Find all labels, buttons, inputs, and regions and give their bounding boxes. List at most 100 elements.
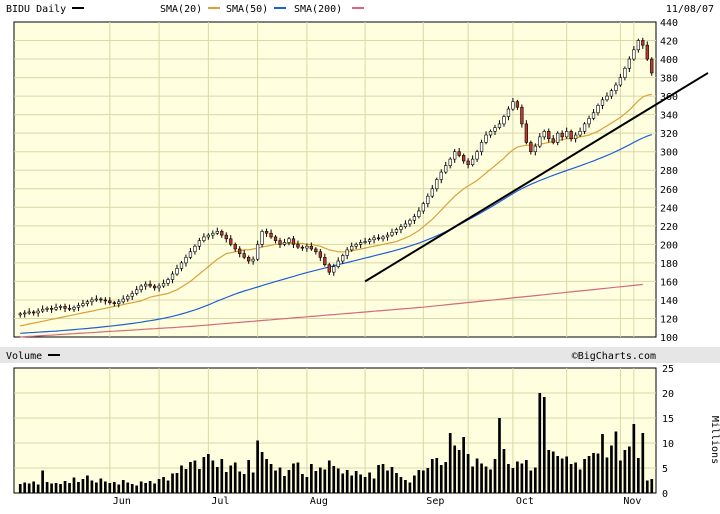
candle <box>600 97 605 110</box>
volume-bar <box>323 469 327 493</box>
candle <box>573 132 578 143</box>
volume-tick-label: 10 <box>662 439 674 450</box>
price-tick-label: 440 <box>660 18 678 29</box>
candle <box>363 237 367 245</box>
candle-body <box>385 234 390 238</box>
price-tick-label: 260 <box>660 185 678 196</box>
volume-bar <box>86 475 89 493</box>
volume-bar <box>139 481 143 493</box>
candle <box>238 246 242 258</box>
volume-bar <box>511 468 515 493</box>
candle <box>506 106 511 121</box>
volume-bar <box>162 477 165 493</box>
candle <box>533 143 537 156</box>
candle-body <box>641 40 645 46</box>
candle <box>255 240 260 262</box>
candle-body <box>90 299 94 303</box>
candle <box>341 253 345 264</box>
candle-body <box>72 307 76 310</box>
candle <box>58 304 63 311</box>
volume-bar <box>556 456 560 493</box>
candle-body <box>36 310 40 314</box>
candle <box>32 310 36 316</box>
candle <box>72 305 76 312</box>
volume-bar <box>224 472 228 493</box>
volume-bar <box>265 459 268 493</box>
candle-body <box>408 219 412 225</box>
volume-bar <box>601 434 604 493</box>
volume-bar <box>560 458 564 493</box>
volume-bar <box>426 468 430 493</box>
candle <box>551 135 555 145</box>
candle-body <box>426 195 430 204</box>
volume-bar <box>229 465 233 493</box>
candle <box>99 297 103 303</box>
candle <box>421 201 425 214</box>
volume-bar <box>363 477 367 493</box>
volume-bar <box>641 433 645 493</box>
candle-body <box>229 238 233 245</box>
volume-bar <box>592 453 595 493</box>
volume-bar <box>565 456 569 493</box>
candle <box>188 248 193 260</box>
candle <box>179 261 184 272</box>
candle <box>358 239 363 249</box>
candle-body <box>67 307 72 310</box>
candle-body <box>197 240 202 247</box>
volume-bar <box>41 470 44 493</box>
candle-body <box>417 210 421 217</box>
candle-body <box>632 49 636 60</box>
candle-body <box>336 260 340 267</box>
candle <box>345 247 349 260</box>
candle <box>112 300 116 307</box>
volume-bar <box>32 481 36 493</box>
candle-body <box>636 40 640 51</box>
candle-body <box>291 238 296 245</box>
sma20-line <box>20 93 652 327</box>
candle <box>251 256 255 265</box>
legend-sma200-label: SMA(200) <box>294 4 342 15</box>
candle-body <box>314 248 318 253</box>
candle <box>67 304 72 312</box>
volume-bar <box>135 485 139 493</box>
candle-body <box>381 236 385 240</box>
candle <box>547 128 551 143</box>
volume-bar <box>292 463 295 493</box>
candle <box>36 308 40 317</box>
candle <box>85 299 90 307</box>
volume-bar <box>547 450 551 493</box>
volume-bar <box>171 473 174 493</box>
volume-bar <box>462 437 465 493</box>
candle-body <box>242 253 246 258</box>
candle <box>408 218 412 227</box>
candle <box>27 308 31 315</box>
volume-bar <box>193 460 197 493</box>
volume-bar <box>215 467 219 493</box>
candle-body <box>538 136 542 147</box>
candle-body <box>139 285 143 291</box>
volume-bar <box>336 468 340 493</box>
volume-bar <box>493 459 497 493</box>
candle <box>609 88 614 99</box>
volume-bar <box>516 461 519 493</box>
candle <box>636 38 640 53</box>
volume-bar <box>587 456 591 493</box>
volume-bar <box>310 464 313 493</box>
volume-bar <box>59 484 62 493</box>
volume-bar <box>457 450 461 493</box>
candle <box>264 228 269 237</box>
candle <box>372 235 376 244</box>
candle-body <box>506 108 511 117</box>
price-tick-label: 340 <box>660 111 678 122</box>
candle <box>457 148 461 158</box>
candle-body <box>614 84 618 91</box>
symbol-label: BIDU Daily <box>6 4 66 15</box>
candle-body <box>85 301 90 304</box>
volume-bar <box>72 477 76 493</box>
candle <box>556 131 560 146</box>
x-tick-label: Jun <box>113 496 131 507</box>
candle <box>121 295 125 304</box>
volume-bar <box>90 480 94 493</box>
volume-bar <box>354 471 358 493</box>
candle <box>287 236 291 246</box>
